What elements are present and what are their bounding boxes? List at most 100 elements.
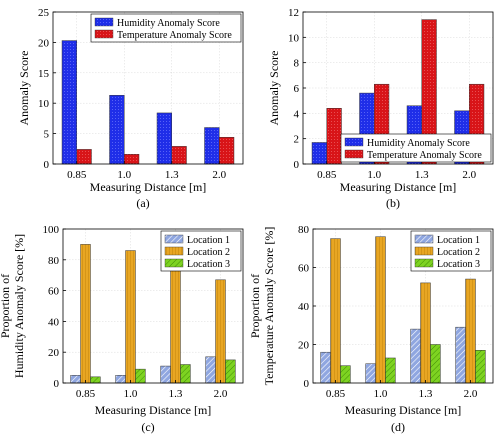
y-tick-label: 60 (48, 286, 60, 298)
bar-location-2 (125, 250, 136, 384)
x-axis-label: Measuring Distance [m] (340, 180, 457, 194)
bar-humidity-anomaly-score (204, 127, 220, 165)
y-tick-label: 40 (48, 316, 60, 328)
bar-location-3 (225, 359, 236, 384)
legend-swatch (164, 234, 184, 244)
y-tick-label: 0 (294, 159, 300, 171)
legend-entry: Temperature Anomaly Score (367, 150, 482, 161)
legend-swatch (414, 234, 434, 244)
x-tick-label: 1.3 (419, 388, 433, 400)
x-axis-label: Measuring Distance [m] (95, 403, 212, 417)
y-tick-label: 60 (298, 263, 310, 275)
bar-humidity-anomaly-score (109, 95, 125, 165)
legend-swatch (414, 246, 434, 256)
panel-caption: (a) (136, 196, 149, 210)
y-tick-label: 5 (44, 129, 50, 141)
panel-caption: (c) (141, 420, 154, 434)
bar-location-2 (465, 278, 476, 384)
bar-temperature-anomaly-score (219, 136, 235, 165)
y-tick-label: 8 (294, 58, 300, 70)
legend-entry: Location 3 (437, 259, 480, 270)
bar-location-3 (385, 357, 396, 384)
y-tick-label: 80 (48, 255, 60, 267)
bar-location-1 (320, 351, 331, 384)
y-tick-label: 0 (44, 159, 50, 171)
y-tick-label: 0 (54, 378, 60, 390)
bar-location-1 (205, 356, 216, 384)
x-tick-label: 1.3 (415, 169, 429, 181)
bar-temperature-anomaly-score (76, 149, 92, 165)
x-tick-label: 2.0 (464, 388, 478, 400)
x-tick-label: 1.0 (124, 388, 138, 400)
y-tick-label: 25 (38, 7, 50, 19)
plot-frame (62, 228, 244, 384)
bar-location-3 (180, 364, 191, 384)
panel-caption: (d) (391, 420, 405, 434)
x-axis-label: Measuring Distance [m] (90, 180, 207, 194)
y-tick-label: 0 (304, 378, 310, 390)
x-tick-label: 1.3 (165, 169, 179, 181)
x-tick-label: 0.85 (67, 169, 87, 181)
x-tick-label: 2.0 (212, 169, 226, 181)
bar-location-3 (340, 365, 351, 384)
bar-location-3 (90, 376, 101, 384)
y-tick-label: 100 (43, 224, 60, 236)
y-axis-label: Proportion of (248, 274, 262, 338)
panel-caption: (b) (386, 196, 400, 210)
y-axis-label: Humidity Anomaly Score [%] (12, 234, 26, 378)
x-tick-label: 0.85 (76, 388, 96, 400)
y-tick-label: 20 (48, 347, 60, 359)
y-axis-label: Anomaly Score (17, 51, 31, 126)
x-tick-label: 1.3 (169, 388, 183, 400)
y-tick-label: 6 (294, 83, 300, 95)
bar-location-1 (455, 326, 466, 384)
bar-humidity-anomaly-score (156, 112, 172, 165)
x-tick-label: 1.0 (374, 388, 388, 400)
x-tick-label: 1.0 (367, 169, 381, 181)
legend-entry: Humidity Anomaly Score (367, 138, 470, 149)
y-tick-label: 20 (298, 340, 310, 352)
legend-swatch (164, 246, 184, 256)
bar-location-3 (430, 344, 441, 384)
bar-location-1 (70, 375, 81, 384)
legend-entry: Temperature Anomaly Score (117, 30, 232, 41)
bar-location-2 (375, 236, 386, 384)
legend-box (90, 13, 242, 43)
x-tick-label: 0.85 (326, 388, 346, 400)
bar-location-3 (475, 350, 486, 384)
bar-location-2 (330, 238, 341, 384)
legend-box (340, 133, 492, 163)
bar-location-1 (410, 328, 421, 384)
legend-swatch (344, 149, 364, 159)
bar-temperature-anomaly-score (171, 146, 187, 165)
panel-b: 0 2 4 6 8 10 12 0.85 1.0 1.3 2.0 Measuring Distance… (267, 7, 494, 210)
x-tick-label: 2.0 (462, 169, 476, 181)
legend-entry: Location 2 (187, 247, 230, 258)
y-tick-label: 15 (38, 68, 50, 80)
x-tick-label: 1.0 (117, 169, 131, 181)
legend-entry: Location 1 (187, 235, 230, 246)
bar-location-2 (420, 282, 431, 384)
legend-swatch (414, 258, 434, 268)
x-axis-label: Measuring Distance [m] (345, 403, 462, 417)
legend-entry: Location 1 (437, 235, 480, 246)
y-tick-label: 4 (294, 108, 300, 120)
y-tick-label: 10 (38, 98, 50, 110)
y-tick-label: 80 (298, 224, 310, 236)
legend-swatch (164, 258, 184, 268)
y-tick-label: 12 (288, 7, 299, 19)
x-tick-label: 0.85 (317, 169, 337, 181)
x-tick-label: 2.0 (214, 388, 228, 400)
y-axis-label: Anomaly Score (267, 51, 281, 126)
bar-location-1 (160, 365, 171, 384)
panel-a: 0 5 10 15 20 25 0.85 1.0 1.3 2.0 Measuring Distanc… (17, 7, 244, 210)
bar-humidity-anomaly-score (311, 142, 327, 165)
legend-entry: Location 3 (187, 259, 230, 270)
legend-entry: Location 2 (437, 247, 480, 258)
y-tick-label: 40 (298, 301, 310, 313)
bar-location-1 (365, 363, 376, 384)
